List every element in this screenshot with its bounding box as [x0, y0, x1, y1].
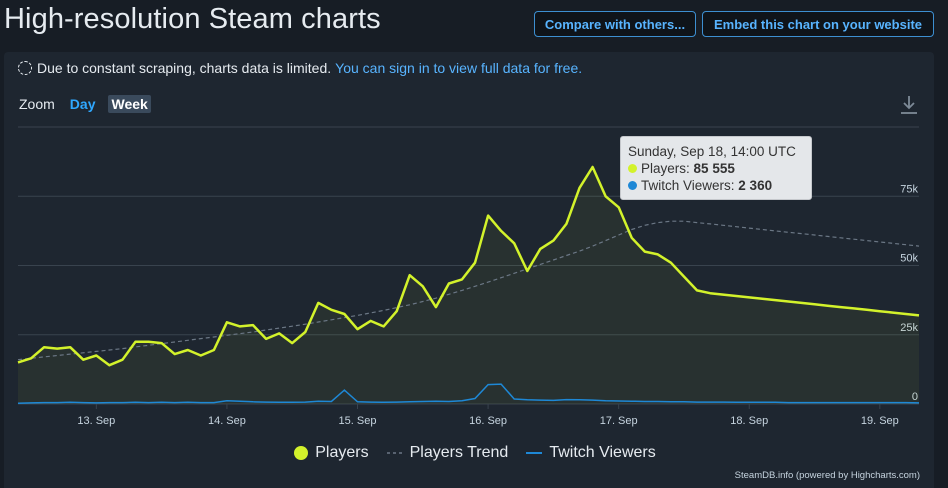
x-tick-label: 19. Sep [861, 415, 899, 427]
players-legend-icon [294, 446, 309, 460]
trend-legend-icon [386, 452, 405, 454]
twitch-dot-icon [628, 181, 637, 190]
data-limited-notice: Due to constant scraping, charts data is… [18, 60, 582, 76]
players-dot-icon [628, 164, 637, 173]
sign-in-link[interactable]: You can sign in to view full data for fr… [335, 60, 583, 76]
y-tick-label: 50k [900, 253, 918, 265]
legend-trend-label: Players Trend [409, 444, 509, 461]
tooltip-players-value: 85 555 [693, 161, 735, 176]
legend-item-twitch[interactable]: Twitch Viewers [526, 444, 656, 462]
zoom-label: Zoom [19, 96, 55, 112]
tooltip-twitch-row: Twitch Viewers: 2 360 [628, 177, 804, 194]
y-tick-label: 0 [912, 391, 918, 403]
x-tick-label: 18. Sep [730, 415, 768, 427]
y-tick-label: 25k [900, 322, 918, 334]
dashed-circle-icon [18, 61, 32, 75]
y-tick-label: 75k [900, 183, 918, 195]
notice-text: Due to constant scraping, charts data is… [37, 60, 332, 76]
embed-chart-button[interactable]: Embed this chart on your website [702, 11, 934, 37]
twitch-legend-icon [526, 452, 543, 454]
x-tick-label: 16. Sep [469, 415, 507, 427]
tooltip-header: Sunday, Sep 18, 14:00 UTC [628, 144, 796, 159]
compare-button[interactable]: Compare with others... [534, 11, 696, 37]
tooltip-players-label: Players: [641, 161, 690, 176]
zoom-week-button[interactable]: Week [108, 95, 151, 113]
tooltip-players-row: Players: 85 555 [628, 160, 804, 177]
page-title: High-resolution Steam charts [4, 3, 381, 35]
twitch-viewers-line [17, 383, 920, 404]
chart-tooltip: Sunday, Sep 18, 14:00 UTC Players: 85 55… [620, 136, 812, 200]
tooltip-twitch-value: 2 360 [738, 178, 773, 193]
legend-item-players[interactable]: Players [292, 444, 369, 462]
download-icon[interactable] [899, 94, 919, 116]
zoom-controls: Zoom Day Week [19, 95, 151, 113]
players-line [17, 165, 920, 367]
players-area [18, 167, 919, 404]
x-tick-label: 15. Sep [339, 415, 377, 427]
x-tick-label: 14. Sep [208, 415, 246, 427]
x-tick-label: 17. Sep [600, 415, 638, 427]
players-trend-line [17, 220, 920, 361]
chart-legend: Players Players Trend Twitch Viewers [0, 444, 948, 462]
zoom-day-button[interactable]: Day [69, 96, 96, 112]
tooltip-twitch-label: Twitch Viewers: [641, 178, 735, 193]
credits-text: SteamDB.info (powered by Highcharts.com) [734, 470, 920, 481]
legend-twitch-label: Twitch Viewers [549, 444, 656, 461]
legend-item-trend[interactable]: Players Trend [386, 444, 509, 462]
legend-players-label: Players [315, 444, 369, 461]
x-tick-label: 13. Sep [77, 415, 115, 427]
